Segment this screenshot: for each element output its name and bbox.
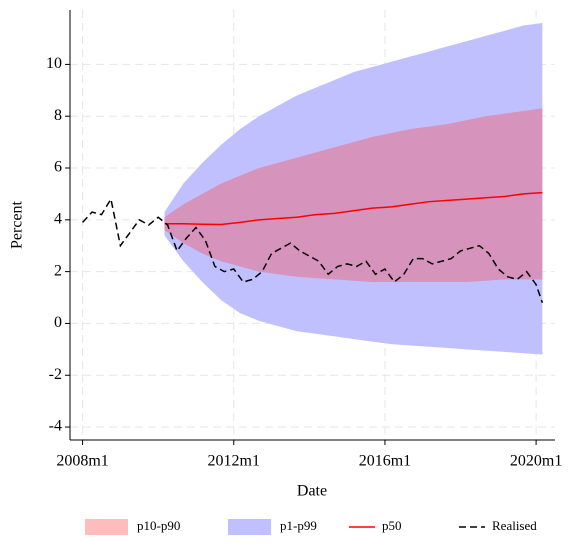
x-tick-label: 2020m1 xyxy=(510,453,562,470)
y-tick-label: 4 xyxy=(54,210,62,227)
band xyxy=(164,108,543,282)
y-tick-label: 10 xyxy=(46,55,62,72)
y-tick-label: -4 xyxy=(49,418,62,435)
x-axis-label: Date xyxy=(297,483,327,500)
y-tick-label: 6 xyxy=(54,159,62,176)
legend-label: Realised xyxy=(492,518,537,533)
y-tick-label: 8 xyxy=(54,107,62,124)
band xyxy=(164,22,543,355)
legend-label: p10-p90 xyxy=(137,518,180,533)
legend-label: p50 xyxy=(382,518,402,533)
legend-swatch xyxy=(228,519,271,535)
y-axis-label: Percent xyxy=(9,200,26,249)
line xyxy=(164,191,543,226)
legend-swatch xyxy=(85,519,128,535)
y-tick-label: 2 xyxy=(54,262,62,279)
x-tick-label: 2008m1 xyxy=(56,453,108,470)
x-tick-label: 2012m1 xyxy=(208,453,260,470)
legend-label: p1-p99 xyxy=(280,518,317,533)
y-tick-label: 0 xyxy=(54,314,62,331)
line xyxy=(82,197,544,303)
x-tick-label: 2016m1 xyxy=(359,453,411,470)
y-tick-label: -2 xyxy=(49,366,62,383)
